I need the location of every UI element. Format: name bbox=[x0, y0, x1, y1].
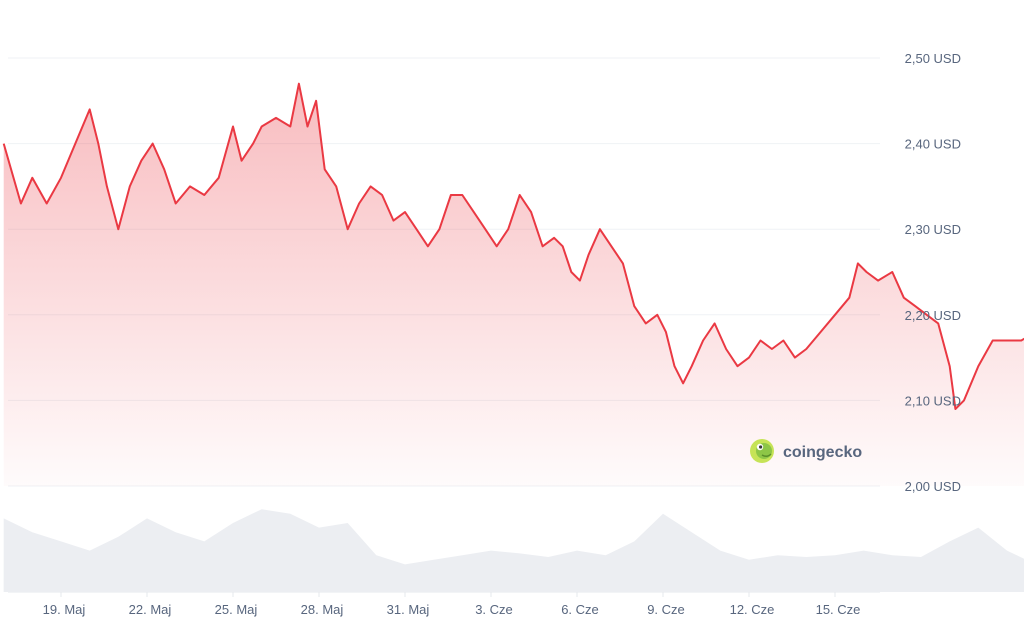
volume-area bbox=[3, 509, 1024, 592]
x-tick-label: 19. Maj bbox=[43, 602, 86, 617]
volume-area-layer bbox=[3, 509, 1024, 592]
x-tick-label: 31. Maj bbox=[387, 602, 430, 617]
y-tick-label: 2,00 USD bbox=[905, 479, 961, 494]
x-tick-label: 28. Maj bbox=[301, 602, 344, 617]
y-tick-label: 2,30 USD bbox=[905, 222, 961, 237]
x-tick-label: 12. Cze bbox=[730, 602, 775, 617]
price-line bbox=[2, 82, 1024, 410]
x-tick-label: 3. Cze bbox=[475, 602, 513, 617]
x-axis: 19. Maj 22. Maj 25. Maj 28. Maj 31. Maj 3. Cz… bbox=[43, 592, 861, 617]
price-area-layer bbox=[2, 82, 1024, 486]
y-tick-label: 2,10 USD bbox=[905, 393, 961, 408]
y-tick-label: 2,50 USD bbox=[905, 51, 961, 66]
y-axis: 2,50 USD 2,40 USD 2,30 USD 2,20 USD 2,10 USD… bbox=[905, 51, 961, 494]
x-tick-label: 9. Cze bbox=[647, 602, 685, 617]
x-tick-label: 22. Maj bbox=[129, 602, 172, 617]
y-tick-label: 2,20 USD bbox=[905, 308, 961, 323]
x-tick-label: 6. Cze bbox=[561, 602, 599, 617]
coingecko-label: coingecko bbox=[783, 444, 862, 461]
y-tick-label: 2,40 USD bbox=[905, 137, 961, 152]
x-tick-label: 25. Maj bbox=[215, 602, 258, 617]
coingecko-watermark: coingecko bbox=[750, 439, 862, 463]
x-tick-label: 15. Cze bbox=[816, 602, 861, 617]
gecko-logo-icon bbox=[750, 439, 774, 463]
price-area-fill bbox=[3, 83, 1024, 486]
